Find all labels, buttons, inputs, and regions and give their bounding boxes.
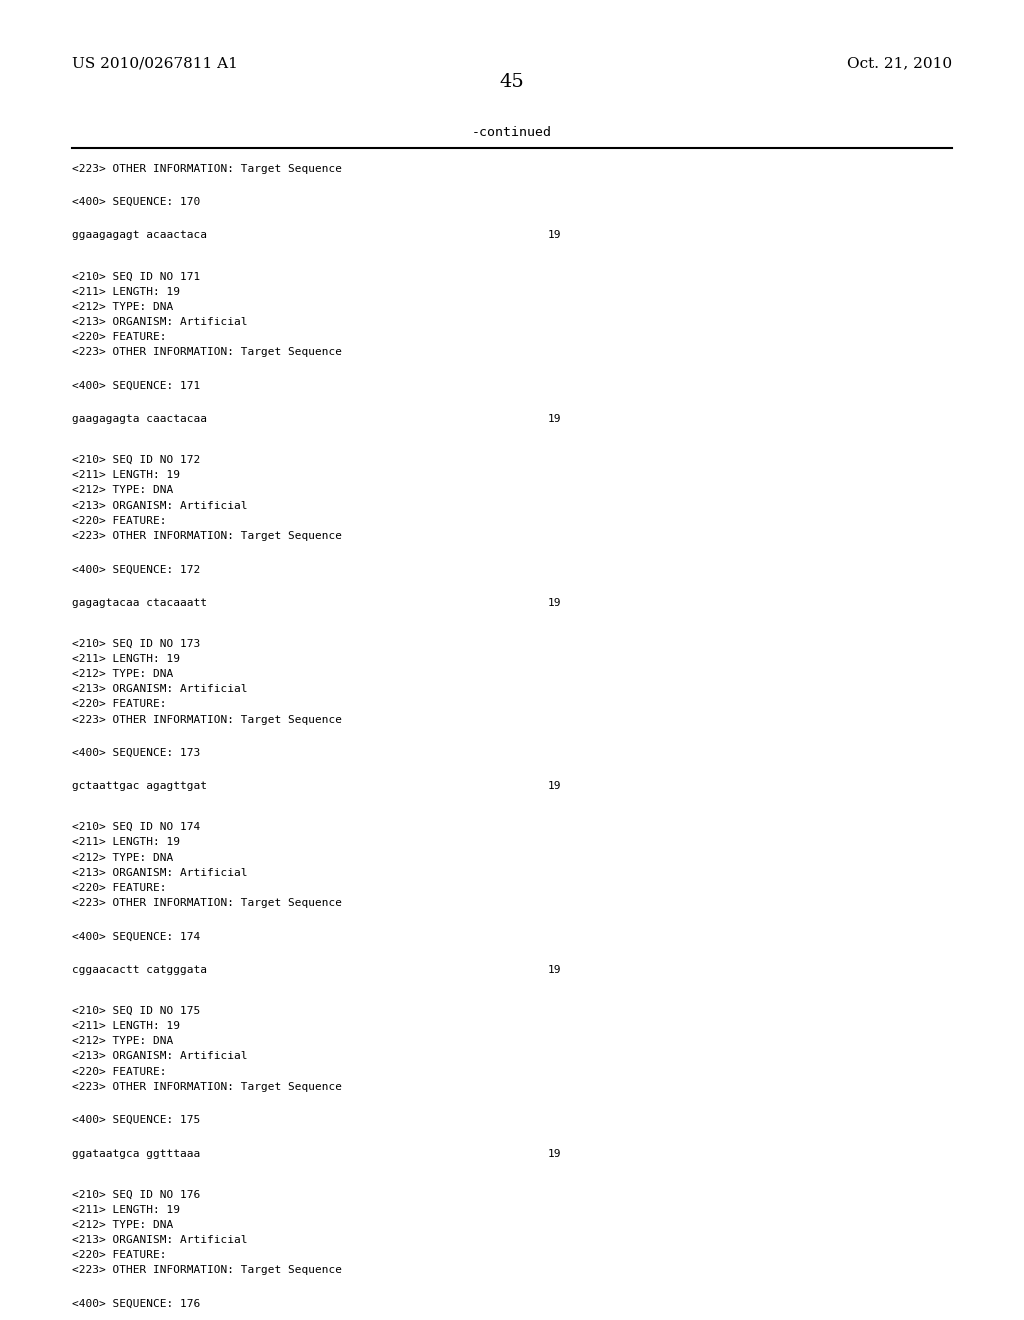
Text: <400> SEQUENCE: 171: <400> SEQUENCE: 171 (72, 380, 200, 391)
Text: <211> LENGTH: 19: <211> LENGTH: 19 (72, 653, 179, 664)
Text: 19: 19 (548, 1148, 561, 1159)
Text: <400> SEQUENCE: 172: <400> SEQUENCE: 172 (72, 564, 200, 574)
Text: <213> ORGANISM: Artificial: <213> ORGANISM: Artificial (72, 867, 247, 878)
Text: <223> OTHER INFORMATION: Target Sequence: <223> OTHER INFORMATION: Target Sequence (72, 714, 342, 725)
Text: <220> FEATURE:: <220> FEATURE: (72, 1250, 166, 1261)
Text: <210> SEQ ID NO 175: <210> SEQ ID NO 175 (72, 1006, 200, 1016)
Text: <211> LENGTH: 19: <211> LENGTH: 19 (72, 470, 179, 480)
Text: 19: 19 (548, 414, 561, 424)
Text: <223> OTHER INFORMATION: Target Sequence: <223> OTHER INFORMATION: Target Sequence (72, 898, 342, 908)
Text: <210> SEQ ID NO 172: <210> SEQ ID NO 172 (72, 455, 200, 465)
Text: gctaattgac agagttgat: gctaattgac agagttgat (72, 781, 207, 791)
Text: <400> SEQUENCE: 174: <400> SEQUENCE: 174 (72, 932, 200, 941)
Text: <213> ORGANISM: Artificial: <213> ORGANISM: Artificial (72, 684, 247, 694)
Text: <223> OTHER INFORMATION: Target Sequence: <223> OTHER INFORMATION: Target Sequence (72, 347, 342, 358)
Text: <211> LENGTH: 19: <211> LENGTH: 19 (72, 837, 179, 847)
Text: gagagtacaa ctacaaatt: gagagtacaa ctacaaatt (72, 598, 207, 607)
Text: <400> SEQUENCE: 170: <400> SEQUENCE: 170 (72, 197, 200, 207)
Text: -continued: -continued (472, 125, 552, 139)
Text: 19: 19 (548, 965, 561, 975)
Text: <223> OTHER INFORMATION: Target Sequence: <223> OTHER INFORMATION: Target Sequence (72, 1081, 342, 1092)
Text: <212> TYPE: DNA: <212> TYPE: DNA (72, 1220, 173, 1230)
Text: <210> SEQ ID NO 174: <210> SEQ ID NO 174 (72, 822, 200, 832)
Text: <220> FEATURE:: <220> FEATURE: (72, 700, 166, 709)
Text: <213> ORGANISM: Artificial: <213> ORGANISM: Artificial (72, 500, 247, 511)
Text: <213> ORGANISM: Artificial: <213> ORGANISM: Artificial (72, 317, 247, 327)
Text: <212> TYPE: DNA: <212> TYPE: DNA (72, 302, 173, 312)
Text: <220> FEATURE:: <220> FEATURE: (72, 883, 166, 892)
Text: ggaagagagt acaactaca: ggaagagagt acaactaca (72, 231, 207, 240)
Text: <220> FEATURE:: <220> FEATURE: (72, 516, 166, 525)
Text: <210> SEQ ID NO 173: <210> SEQ ID NO 173 (72, 639, 200, 648)
Text: <211> LENGTH: 19: <211> LENGTH: 19 (72, 286, 179, 297)
Text: 19: 19 (548, 781, 561, 791)
Text: <212> TYPE: DNA: <212> TYPE: DNA (72, 853, 173, 862)
Text: <220> FEATURE:: <220> FEATURE: (72, 333, 166, 342)
Text: <212> TYPE: DNA: <212> TYPE: DNA (72, 669, 173, 678)
Text: <212> TYPE: DNA: <212> TYPE: DNA (72, 486, 173, 495)
Text: <223> OTHER INFORMATION: Target Sequence: <223> OTHER INFORMATION: Target Sequence (72, 531, 342, 541)
Text: 19: 19 (548, 598, 561, 607)
Text: cggaacactt catgggata: cggaacactt catgggata (72, 965, 207, 975)
Text: <212> TYPE: DNA: <212> TYPE: DNA (72, 1036, 173, 1047)
Text: <211> LENGTH: 19: <211> LENGTH: 19 (72, 1020, 179, 1031)
Text: <220> FEATURE:: <220> FEATURE: (72, 1067, 166, 1077)
Text: <210> SEQ ID NO 176: <210> SEQ ID NO 176 (72, 1189, 200, 1200)
Text: Oct. 21, 2010: Oct. 21, 2010 (847, 57, 952, 70)
Text: <213> ORGANISM: Artificial: <213> ORGANISM: Artificial (72, 1051, 247, 1061)
Text: 19: 19 (548, 231, 561, 240)
Text: <213> ORGANISM: Artificial: <213> ORGANISM: Artificial (72, 1236, 247, 1245)
Text: <211> LENGTH: 19: <211> LENGTH: 19 (72, 1205, 179, 1214)
Text: <400> SEQUENCE: 176: <400> SEQUENCE: 176 (72, 1299, 200, 1308)
Text: ggataatgca ggtttaaa: ggataatgca ggtttaaa (72, 1148, 200, 1159)
Text: <223> OTHER INFORMATION: Target Sequence: <223> OTHER INFORMATION: Target Sequence (72, 1266, 342, 1275)
Text: 45: 45 (500, 73, 524, 91)
Text: <223> OTHER INFORMATION: Target Sequence: <223> OTHER INFORMATION: Target Sequence (72, 164, 342, 174)
Text: US 2010/0267811 A1: US 2010/0267811 A1 (72, 57, 238, 70)
Text: <400> SEQUENCE: 173: <400> SEQUENCE: 173 (72, 748, 200, 758)
Text: <210> SEQ ID NO 171: <210> SEQ ID NO 171 (72, 272, 200, 281)
Text: gaagagagta caactacaa: gaagagagta caactacaa (72, 414, 207, 424)
Text: <400> SEQUENCE: 175: <400> SEQUENCE: 175 (72, 1115, 200, 1125)
